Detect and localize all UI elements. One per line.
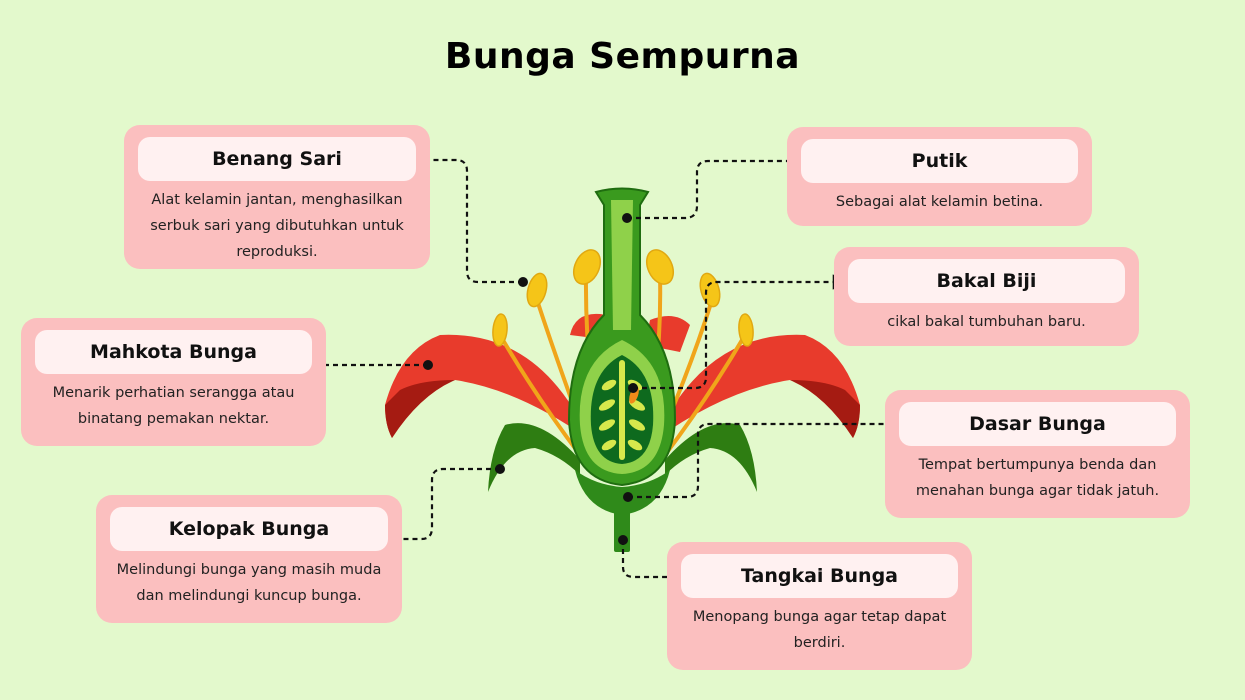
stalk	[614, 508, 630, 552]
card-tangkai-bunga-title: Tangkai Bunga	[681, 554, 958, 598]
card-bakal-biji-desc: cikal bakal tumbuhan baru.	[887, 314, 1086, 330]
card-mahkota-bunga-title: Mahkota Bunga	[35, 330, 312, 374]
card-bakal-biji-title: Bakal Biji	[848, 259, 1125, 303]
card-kelopak-bunga-desc: Melindungi bunga yang masih muda dan mel…	[116, 562, 382, 604]
petal-right	[655, 334, 860, 440]
card-dasar-bunga-title: Dasar Bunga	[899, 402, 1176, 446]
card-mahkota-bunga: Mahkota Bunga Menarik perhatian serangga…	[21, 318, 326, 446]
card-putik: Putik Sebagai alat kelamin betina.	[787, 127, 1092, 226]
card-benang-sari: Benang Sari Alat kelamin jantan, menghas…	[124, 125, 430, 269]
card-benang-sari-title: Benang Sari	[138, 137, 416, 181]
card-tangkai-bunga-desc: Menopang bunga agar tetap dapat berdiri.	[692, 609, 947, 651]
card-dasar-bunga-desc: Tempat bertumpunya benda dan menahan bun…	[915, 457, 1160, 499]
card-kelopak-bunga: Kelopak Bunga Melindungi bunga yang masi…	[96, 495, 402, 623]
card-putik-title: Putik	[801, 139, 1078, 183]
card-putik-desc: Sebagai alat kelamin betina.	[835, 194, 1044, 210]
card-benang-sari-desc: Alat kelamin jantan, menghasilkan serbuk…	[150, 192, 404, 260]
petal-left	[385, 334, 590, 440]
petal-right-edge	[790, 380, 860, 438]
page-title: Bunga Sempurna	[444, 36, 801, 77]
card-bakal-biji: Bakal Biji cikal bakal tumbuhan baru.	[834, 247, 1139, 346]
sepal-left	[488, 423, 580, 492]
connector-lines	[276, 152, 902, 585]
receptacle	[575, 470, 670, 515]
sepal-right	[665, 423, 757, 492]
connector-dots	[423, 213, 638, 545]
card-mahkota-bunga-desc: Menarik perhatian serangga atau binatang…	[52, 385, 295, 427]
card-tangkai-bunga: Tangkai Bunga Menopang bunga agar tetap …	[667, 542, 972, 670]
petal-left-edge	[385, 380, 455, 438]
card-kelopak-bunga-title: Kelopak Bunga	[110, 507, 388, 551]
card-dasar-bunga: Dasar Bunga Tempat bertumpunya benda dan…	[885, 390, 1190, 518]
